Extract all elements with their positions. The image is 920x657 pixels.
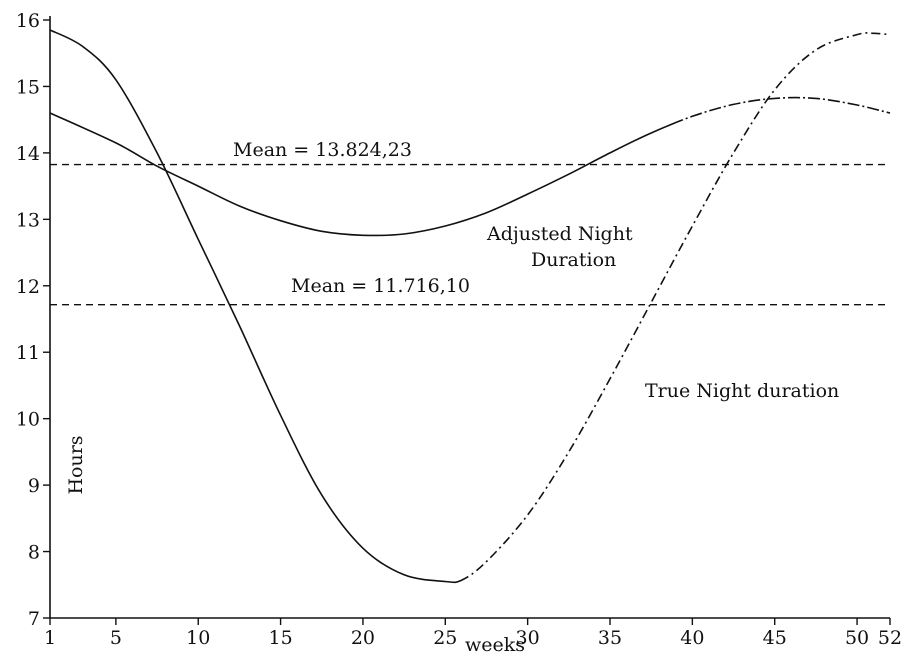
x-tick-label: 40 (680, 627, 704, 649)
series-label-true: True Night duration (645, 380, 839, 402)
x-axis-title: weeks (465, 634, 525, 656)
y-tick-label: 7 (28, 608, 40, 630)
y-tick-label: 16 (16, 10, 40, 32)
x-tick-label: 15 (268, 627, 292, 649)
y-tick-label: 13 (16, 209, 40, 231)
y-tick-label: 10 (16, 409, 40, 431)
series-label-adjusted-line2: Duration (531, 249, 616, 271)
axes (49, 16, 890, 619)
x-tick-label: 52 (878, 627, 902, 649)
x-tick-label: 30 (516, 627, 540, 649)
y-tick-label: 14 (16, 143, 40, 165)
y-tick-label: 11 (16, 342, 40, 364)
y-tick-label: 8 (28, 542, 40, 564)
mean-lines (50, 163, 890, 306)
mean-label-adjusted: Mean = 13.824,23 (233, 139, 412, 161)
series-label-adjusted-line1: Adjusted Night (486, 223, 633, 245)
y-tick-label: 9 (28, 475, 40, 497)
series-line-true-night (49, 29, 891, 584)
x-tick-label: 20 (351, 627, 375, 649)
x-tick-label: 10 (186, 627, 210, 649)
x-tick-label: 35 (598, 627, 622, 649)
x-tick-label: 5 (110, 627, 122, 649)
y-tick-label: 15 (16, 76, 40, 98)
y-tick-label: 12 (16, 276, 40, 298)
x-tick-label: 1 (44, 627, 56, 649)
series-group (49, 29, 891, 584)
y-axis-title: Hours (65, 435, 87, 494)
x-tick-label: 50 (845, 627, 869, 649)
x-tick-label: 25 (433, 627, 457, 649)
mean-label-true: Mean = 11.716,10 (291, 275, 470, 297)
series-line-adjusted-night (49, 96, 891, 237)
x-tick-label: 45 (763, 627, 787, 649)
